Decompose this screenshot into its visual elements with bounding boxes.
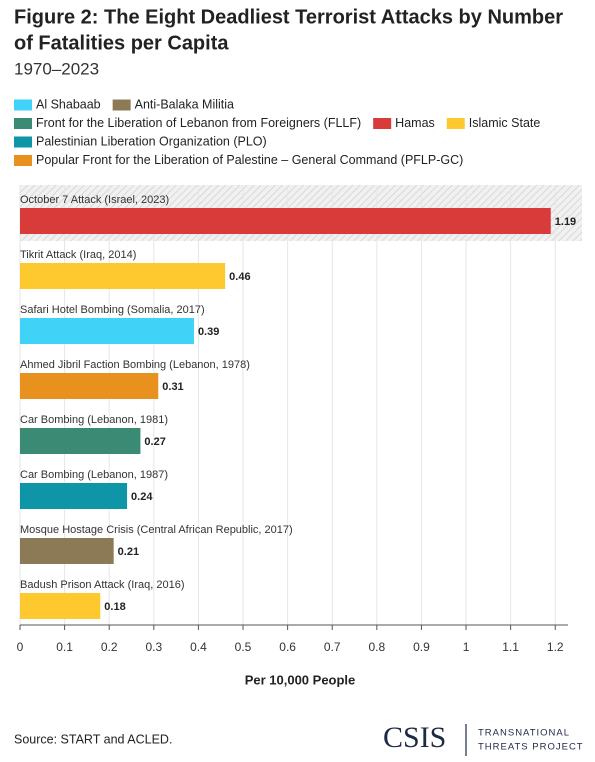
value-label: 0.21 — [118, 546, 139, 558]
source-note: Source: START and ACLED. — [14, 732, 172, 746]
x-tick-label: 1.2 — [547, 640, 564, 654]
value-label: 0.24 — [131, 491, 153, 503]
bar — [20, 483, 128, 509]
x-tick-label: 1 — [463, 640, 470, 654]
chart-subtitle: 1970–2023 — [14, 59, 99, 78]
category-label: Mosque Hostage Crisis (Central African R… — [20, 524, 293, 536]
legend-swatch — [446, 118, 465, 129]
legend-label: Islamic State — [469, 116, 541, 130]
value-label: 0.46 — [229, 271, 250, 283]
legend-label: Al Shabaab — [36, 97, 101, 111]
legend-label: Anti-Balaka Militia — [135, 97, 234, 111]
category-label: Car Bombing (Lebanon, 1981) — [20, 414, 168, 426]
bar — [20, 538, 114, 564]
category-label: Ahmed Jibril Faction Bombing (Lebanon, 1… — [20, 359, 250, 371]
bar — [20, 318, 194, 344]
logo-name: CSIS — [383, 721, 446, 754]
bar — [20, 428, 141, 454]
legend-swatch — [373, 118, 392, 129]
category-label: Badush Prison Attack (Iraq, 2016) — [20, 579, 184, 591]
legend-label: Palestinian Liberation Organization (PLO… — [36, 134, 267, 148]
category-label: Car Bombing (Lebanon, 1987) — [20, 469, 168, 481]
logo-tagline: THREATS PROJECT — [478, 742, 584, 753]
chart-title: of Fatalities per Capita — [14, 32, 229, 54]
category-label: Tikrit Attack (Iraq, 2014) — [20, 249, 136, 261]
x-tick-label: 0.5 — [235, 640, 252, 654]
x-axis-title: Per 10,000 People — [245, 672, 356, 687]
legend-swatch — [14, 99, 32, 111]
bar — [20, 373, 159, 399]
x-tick-label: 0.1 — [56, 640, 73, 654]
legend-swatch — [14, 118, 32, 129]
x-tick-label: 0.6 — [279, 640, 296, 654]
value-label: 1.19 — [555, 216, 576, 228]
bar — [20, 593, 101, 619]
value-label: 0.31 — [162, 381, 183, 393]
bar — [20, 208, 551, 234]
legend-label: Hamas — [395, 116, 435, 130]
x-tick-label: 0.7 — [324, 640, 341, 654]
value-label: 0.39 — [198, 326, 219, 338]
value-label: 0.18 — [104, 601, 125, 613]
x-tick-label: 0 — [17, 640, 24, 654]
x-tick-label: 0.9 — [413, 640, 430, 654]
x-tick-label: 1.1 — [502, 640, 519, 654]
x-tick-label: 0.8 — [368, 640, 385, 654]
bar — [20, 263, 226, 289]
chart-title: Figure 2: The Eight Deadliest Terrorist … — [14, 6, 563, 28]
x-tick-label: 0.4 — [190, 640, 207, 654]
value-label: 0.27 — [144, 436, 165, 448]
legend-swatch — [14, 136, 32, 148]
x-tick-label: 0.2 — [101, 640, 118, 654]
legend-label: Popular Front for the Liberation of Pale… — [36, 153, 463, 167]
legend-swatch — [14, 155, 32, 166]
legend-label: Front for the Liberation of Lebanon from… — [36, 116, 361, 130]
category-label: October 7 Attack (Israel, 2023) — [20, 194, 169, 206]
legend-swatch — [112, 99, 131, 111]
logo-tagline: TRANSNATIONAL — [478, 728, 570, 739]
x-tick-label: 0.3 — [145, 640, 162, 654]
category-label: Safari Hotel Bombing (Somalia, 2017) — [20, 304, 205, 316]
